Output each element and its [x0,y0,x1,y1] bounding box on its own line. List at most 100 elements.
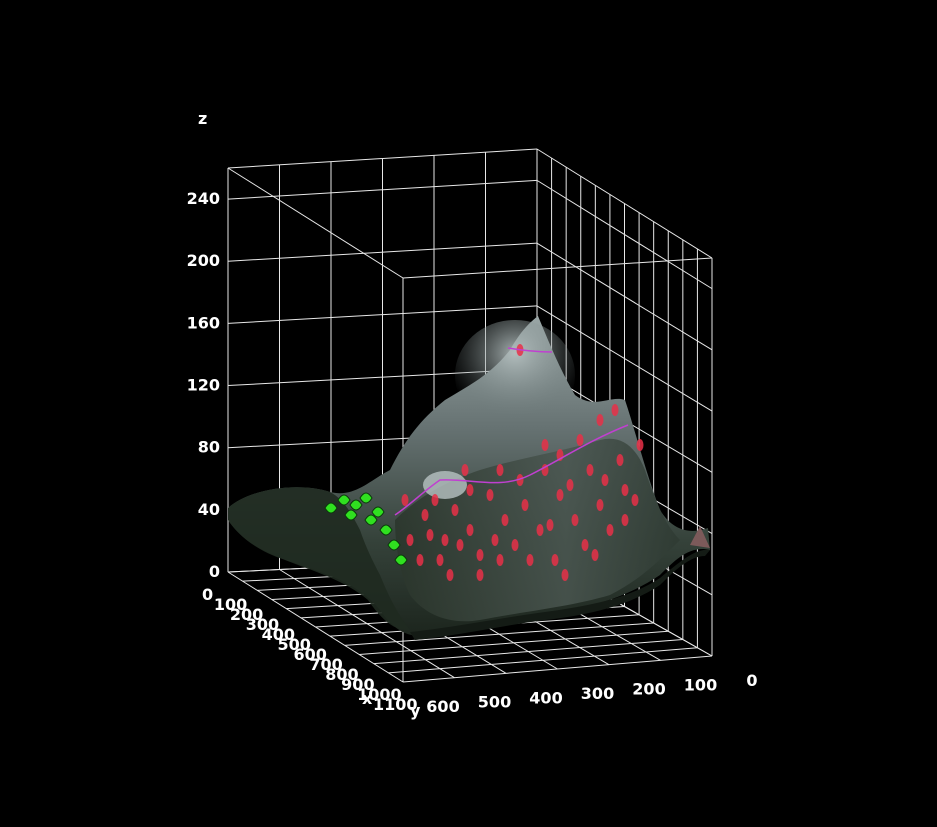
y-axis-label: y [410,701,421,720]
red-marker [541,439,549,451]
red-marker [581,539,589,551]
red-marker [496,554,504,566]
red-marker [561,569,569,581]
surface-shadow-flank [228,487,410,631]
red-marker [406,534,414,546]
x-tick-label: 800 [325,665,358,684]
green-mark [371,506,385,518]
red-marker [516,474,524,486]
red-marker [476,549,484,561]
x-tick-label: 700 [309,655,342,674]
red-marker [401,494,409,506]
red-marker [456,539,464,551]
tick-labels: 0408012016020024001002003004005006007008… [187,189,758,716]
x-tick-label: 400 [262,625,295,644]
z-tick-label: 160 [187,313,220,332]
z-tick-label: 40 [198,500,220,519]
surface-right-spike [690,526,710,548]
grid-line [227,571,404,683]
green-mark [364,514,378,526]
x-tick-label: 1000 [357,685,402,704]
y-tick-label: 200 [632,680,665,699]
red-marker [451,504,459,516]
z-tick-label: 80 [198,438,220,457]
red-marker [536,524,544,536]
green-mark [394,554,408,566]
red-marker [441,534,449,546]
x-tick-label: 900 [341,675,374,694]
contour-line [507,347,553,353]
green-mark [359,492,373,504]
red-marker [551,554,559,566]
red-marker [416,554,424,566]
contour-line [394,424,629,516]
red-marker [631,494,639,506]
z-tick-label: 0 [209,562,220,581]
red-marker [571,514,579,526]
x-tick-label: 300 [246,615,279,634]
z-tick-label: 120 [187,376,220,395]
y-tick-label: 300 [581,684,614,703]
z-tick-label: 200 [187,251,220,270]
red-marker [501,514,509,526]
red-marker [526,554,534,566]
y-tick-label: 0 [746,671,757,690]
surface-front-lip [410,549,710,640]
surface-peak-highlight [455,320,575,430]
grid-line [279,569,455,679]
red-marker [486,489,494,501]
z-tick-label: 240 [187,189,220,208]
green-mark [379,524,393,536]
y-tick-label: 500 [478,693,511,712]
green-mark [349,499,363,511]
terrain-surface [228,316,710,640]
red-marker [421,509,429,521]
red-marker [491,534,499,546]
red-marker [591,549,599,561]
red-marker [436,554,444,566]
x-tick-label: 500 [278,635,311,654]
red-marker [621,484,629,496]
y-tick-label: 100 [684,675,717,694]
green-mark [324,502,338,514]
y-tick-label: 400 [529,688,562,707]
x-tick-label: 1100 [373,695,418,714]
z-axis-label: z [198,109,207,128]
red-marker [636,439,644,451]
red-marker [466,524,474,536]
red-marker [576,434,584,446]
red-marker [476,569,484,581]
green-mark [337,494,351,506]
red-marker [446,569,454,581]
red-marker [616,454,624,466]
red-marker [566,479,574,491]
red-marker [621,514,629,526]
grid-edge [402,257,713,279]
green-mark [344,509,358,521]
x-tick-label: 600 [293,645,326,664]
x-axis-label: x [362,689,373,708]
red-marker [511,539,519,551]
x-tick-label: 200 [230,605,263,624]
red-marker [586,464,594,476]
green-mark [387,539,401,551]
surface-knob-highlight [423,471,467,499]
x-tick-label: 100 [214,595,247,614]
red-marker [611,404,619,416]
red-marker [596,499,604,511]
red-marker [466,484,474,496]
surface-marks [324,344,644,581]
red-marker [521,499,529,511]
x-tick-label: 0 [202,585,213,604]
red-marker [556,489,564,501]
red-marker [606,524,614,536]
red-marker [496,464,504,476]
red-marker [431,494,439,506]
y-tick-label: 600 [426,697,459,716]
red-marker [426,529,434,541]
red-marker [546,519,554,531]
red-marker [596,414,604,426]
grid-edge [227,167,404,279]
red-marker [461,464,469,476]
